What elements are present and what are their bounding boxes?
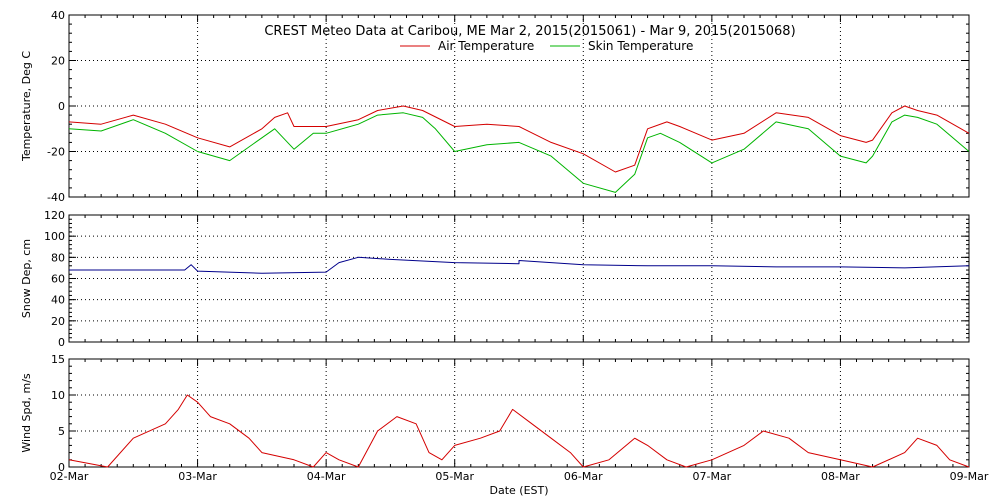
panel-1: 0 20 40 60 80 100 120 Snow Dep, cm xyxy=(20,209,970,349)
y-tick-label: 20 xyxy=(51,315,65,328)
y-tick-label: 60 xyxy=(51,273,65,286)
chart-title: CREST Meteo Data at Caribou, ME Mar 2, 2… xyxy=(264,24,795,39)
x-tick-label: 04-Mar xyxy=(307,470,346,483)
series-line-panel2-0 xyxy=(68,394,970,468)
y-tick-label: 100 xyxy=(44,230,65,243)
y-tick-label: -20 xyxy=(47,146,65,159)
y-tick-label: -40 xyxy=(47,191,65,204)
y-axis-label: Snow Dep, cm xyxy=(20,239,33,318)
series-line-panel1-0 xyxy=(69,256,970,274)
panel-0: -40 -20 0 20 40 Temperature, Deg C Air Tempera… xyxy=(20,9,970,204)
series-line-air-temperature xyxy=(68,105,970,173)
y-tick-label: 80 xyxy=(51,251,65,264)
series-line-skin-temperature xyxy=(68,112,970,193)
x-axis-label: Date (EST) xyxy=(489,484,548,497)
y-tick-label: 0 xyxy=(58,336,65,349)
legend-item: Air Temperature xyxy=(400,39,534,53)
x-tick-label: 08-Mar xyxy=(821,470,860,483)
x-tick-label: 03-Mar xyxy=(178,470,217,483)
y-tick-label: 10 xyxy=(51,389,65,402)
x-tick-label: 02-Mar xyxy=(50,470,89,483)
y-axis-label: Temperature, Deg C xyxy=(20,51,33,162)
y-tick-label: 5 xyxy=(58,425,65,438)
legend-label: Air Temperature xyxy=(438,39,534,53)
legend-item: Skin Temperature xyxy=(550,39,693,53)
plot-frame xyxy=(68,358,970,468)
y-tick-label: 40 xyxy=(51,9,65,22)
legend-label: Skin Temperature xyxy=(588,39,693,53)
x-tick-label: 07-Mar xyxy=(692,470,731,483)
y-axis-label: Wind Spd, m/s xyxy=(20,373,33,453)
x-tick-label: 06-Mar xyxy=(564,470,603,483)
y-tick-label: 0 xyxy=(58,100,65,113)
y-tick-label: 40 xyxy=(51,294,65,307)
y-tick-label: 15 xyxy=(51,353,65,366)
y-tick-label: 20 xyxy=(51,55,65,68)
y-tick-label: 0 xyxy=(58,461,65,474)
y-tick-label: 120 xyxy=(44,209,65,222)
x-tick-label: 09-Mar xyxy=(950,470,989,483)
x-tick-label: 05-Mar xyxy=(435,470,474,483)
panel-2: 0 5 10 15 Wind Spd, m/s 02-Mar 03-Mar 04-Mar 05-… xyxy=(20,353,989,483)
